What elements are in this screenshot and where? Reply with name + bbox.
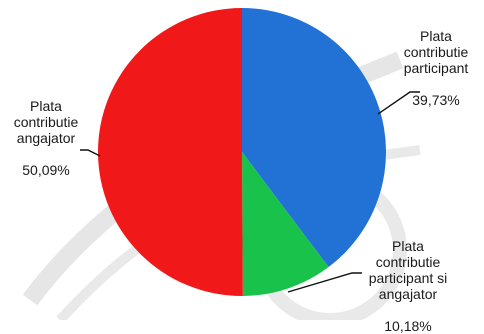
pie-canvas [22, 8, 421, 320]
pie-slice-participant-si-angajator [242, 152, 329, 296]
leader-line-participant-si-angajator [287, 272, 362, 293]
pie-slice-participant [242, 8, 386, 268]
slice-name-participant-si-angajator: Plata contributie participant si angajat… [368, 238, 448, 302]
slice-label-participant-si-angajator: Plata contributie participant si angajat… [356, 222, 460, 334]
leader-line-angajator [80, 149, 101, 157]
slice-name-angajator: Plata contributie angajator [13, 98, 79, 146]
slice-value-participant-si-angajator: 10,18% [384, 318, 432, 334]
pie-slice-angajator [98, 8, 243, 297]
slice-name-participant: Plata contributie participant [403, 28, 469, 76]
slice-value-angajator: 50,09% [22, 162, 70, 178]
slice-label-participant: Plata contributie participant 39,73% [392, 12, 480, 108]
leader-line-participant [377, 91, 420, 115]
slice-value-participant: 39,73% [412, 92, 460, 108]
slice-label-angajator: Plata contributie angajator 50,09% [2, 82, 90, 178]
pie-chart: Plata contributie participant 39,73% Pla… [2, 8, 480, 334]
